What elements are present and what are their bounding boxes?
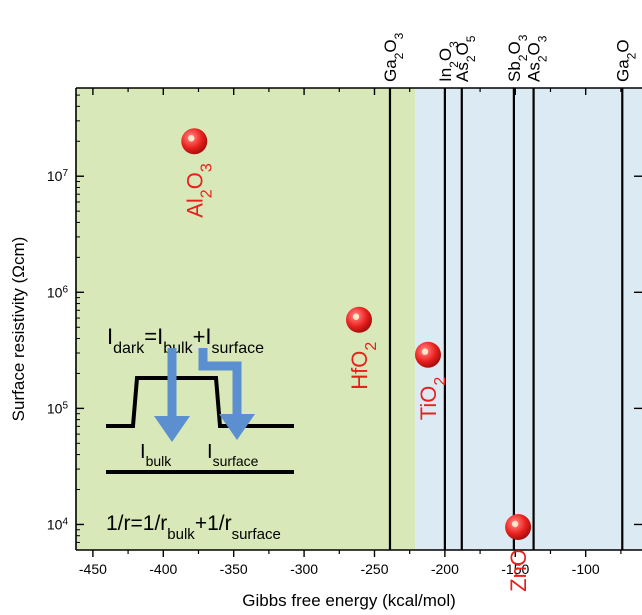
x-tick-label-5: -200 [431,561,459,577]
label-part: 3 [198,163,215,172]
label-part: O [182,172,207,189]
label-part: Ga [381,59,400,82]
label-part: 2 [464,55,478,62]
label-part: 2 [363,342,380,351]
label-part: 3 [392,32,406,39]
label-part: Al [182,198,207,218]
x-tick-label-7: -100 [572,561,600,577]
label-part: I [207,441,213,463]
label-part: 3 [516,34,530,41]
label-part: 3 [447,41,461,48]
y-tick-label-0: 104 [47,516,69,533]
label-part: surface [232,526,281,543]
label-part: surface [213,453,259,469]
label-part: bulk [146,453,173,469]
label-part: surface [212,340,265,357]
label-part: bulk [167,526,195,543]
label-part: 2 [198,189,215,198]
y-axis-label: Surface resistivity (Ωcm) [9,237,28,422]
label-part: HfO [347,351,372,390]
label-part: Sb [505,61,524,82]
label-part: 1/r=1/r [106,512,167,535]
x-axis-label: Gibbs free energy (kcal/mol) [242,591,456,610]
label-part: As [525,62,544,82]
data-point-label-2: TiO2 [416,377,449,421]
data-point-label-3: ZnO [506,549,531,592]
label-part: 3 [536,35,550,42]
label-part: 2 [447,61,461,68]
bulk-current-label: Ibulk [140,441,172,469]
vline-label-2: As2O5 [453,35,478,82]
label-part: O [505,41,524,54]
label-part: +I [193,324,212,349]
label-part: O [381,39,400,52]
x-tick-label-1: -400 [149,561,177,577]
data-point-label-1: HfO2 [347,342,380,390]
y-tick-label-2: 106 [47,284,69,301]
bulk-arrowhead [154,416,190,442]
label-part: Ga [613,59,632,82]
vline-label-5: Ga2O [613,39,638,82]
vline-label-3: Sb2O3 [505,34,530,82]
label-part: =I [144,324,163,349]
data-point-highlight [511,520,519,528]
label-part: 2 [392,52,406,59]
label-part: +1/r [195,512,232,535]
label-part: As [453,62,472,82]
x-tick-label-2: -350 [220,561,248,577]
label-part: O [436,48,455,61]
y-tick-label-3: 107 [47,168,69,185]
region-1 [415,88,642,550]
label-part: O [525,42,544,55]
data-point-highlight [188,135,195,142]
data-point-label-0: Al2O3 [182,163,215,218]
resistivity-equation: 1/r=1/rbulk+1/rsurface [106,512,281,543]
label-part: 2 [431,377,448,386]
data-point-highlight [421,348,429,355]
data-point-3 [505,514,532,541]
vline-label-4: As2O3 [525,35,550,82]
vline-label-0: Ga2O3 [381,32,406,82]
label-part: 2 [516,54,530,61]
surface-current-arrow [198,348,242,418]
label-part: dark [113,340,145,357]
axes: -450 -400 -350 -300 -250 -200 -150 -100 104 105 10… [47,87,642,577]
surface-current-label: Isurface [207,441,259,469]
label-part: 2 [536,55,550,62]
y-tick-label-1: 105 [47,400,69,417]
label-part: I [107,324,113,349]
data-point-1 [346,306,372,333]
label-part: I [140,441,146,463]
label-part: 5 [464,35,478,42]
x-tick-label-4: -250 [360,561,388,577]
label-part: O [613,39,632,52]
label-part: ZnO [506,549,531,592]
data-point-2 [414,341,441,368]
x-tick-label-3: -300 [290,561,318,577]
data-point-0 [181,128,208,155]
label-part: In [436,68,455,82]
label-part: 2 [624,52,638,59]
vline-label-1: In2O3 [436,41,461,82]
surface-arrowhead [219,414,255,440]
label-part: TiO [416,386,441,421]
x-tick-label-0: -450 [79,561,107,577]
label-part: O [453,42,472,55]
current-equation: Idark=Ibulk+Isurface [107,324,264,357]
x-tick-label-6: -150 [501,561,529,577]
data-point-highlight [352,313,360,320]
